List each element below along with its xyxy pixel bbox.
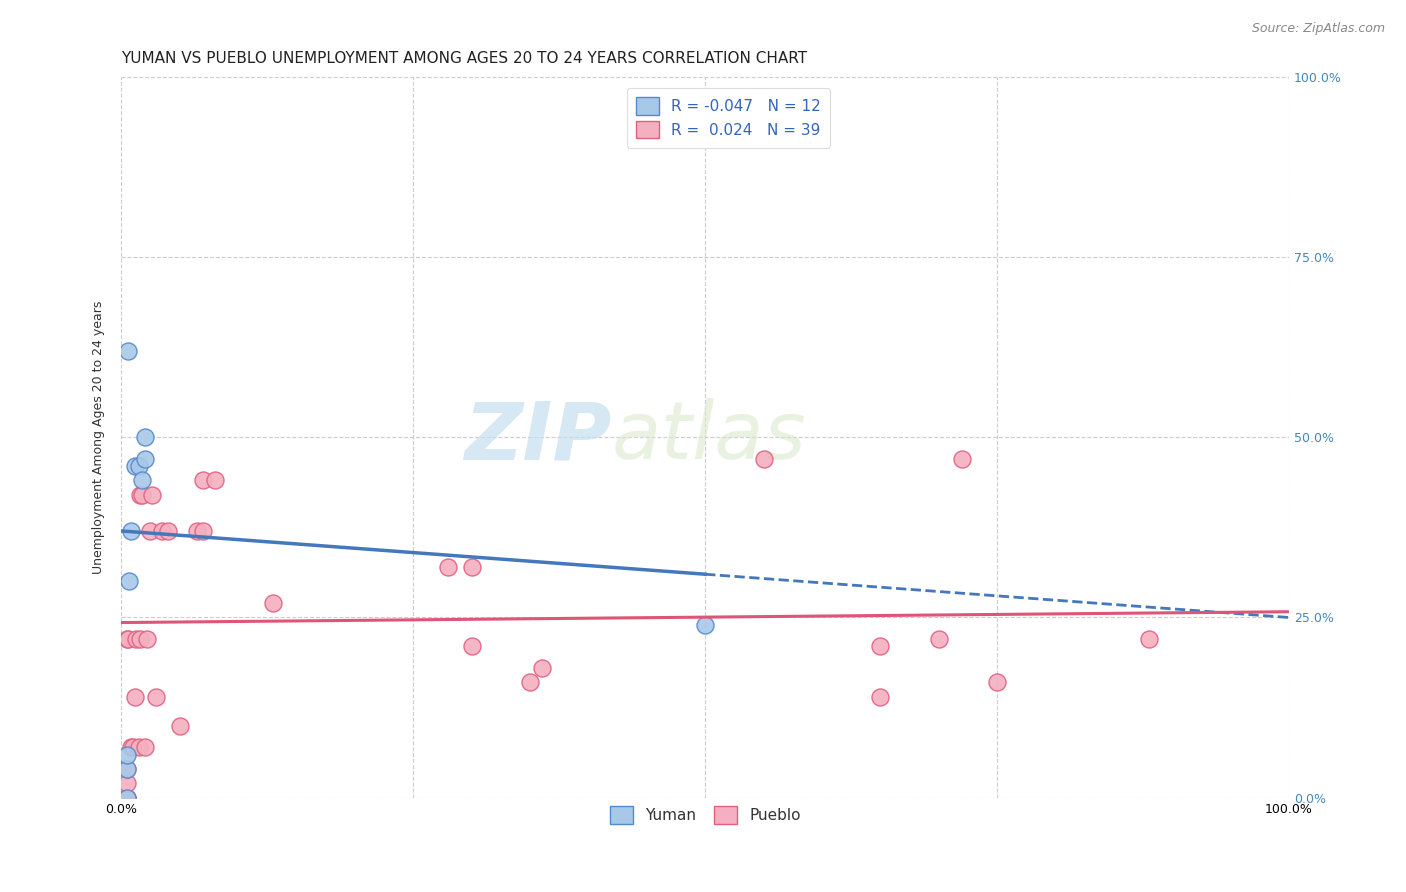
Point (134, 430, 156, 444)
Point (204, 474, 226, 488)
Point (128, 458, 150, 473)
Point (530, 661, 553, 675)
Point (124, 690, 146, 704)
Point (150, 524, 173, 538)
Point (134, 740, 156, 755)
Point (460, 640, 482, 654)
Point (519, 675, 541, 690)
Point (115, 790, 138, 805)
Point (115, 762, 138, 776)
Point (118, 574, 141, 589)
Y-axis label: Unemployment Among Ages 20 to 24 years: Unemployment Among Ages 20 to 24 years (93, 301, 105, 574)
Point (125, 632, 148, 647)
Point (1137, 632, 1160, 647)
Point (139, 524, 162, 538)
Point (156, 524, 179, 538)
Point (115, 762, 138, 776)
Point (129, 488, 152, 502)
Point (131, 474, 153, 488)
Point (145, 690, 167, 704)
Point (169, 719, 191, 733)
Point (136, 632, 159, 647)
Text: YUMAN VS PUEBLO UNEMPLOYMENT AMONG AGES 20 TO 24 YEARS CORRELATION CHART: YUMAN VS PUEBLO UNEMPLOYMENT AMONG AGES … (121, 51, 807, 66)
Point (122, 740, 145, 755)
Point (950, 451, 973, 466)
Point (869, 640, 891, 654)
Point (120, 524, 142, 538)
Point (134, 451, 156, 466)
Point (115, 790, 138, 805)
Text: ZIP: ZIP (464, 398, 612, 476)
Point (262, 596, 284, 610)
Point (191, 524, 214, 538)
Point (124, 458, 146, 473)
Point (115, 776, 138, 790)
Point (191, 474, 214, 488)
Legend: Yuman, Pueblo: Yuman, Pueblo (603, 800, 807, 830)
Point (986, 675, 1008, 690)
Point (117, 632, 139, 647)
Point (869, 690, 891, 704)
Point (120, 740, 142, 755)
Point (437, 560, 460, 574)
Point (186, 524, 208, 538)
Point (752, 451, 775, 466)
Point (128, 740, 150, 755)
Point (115, 747, 138, 762)
Point (460, 560, 482, 574)
Point (129, 632, 152, 647)
Point (115, 632, 138, 647)
Text: atlas: atlas (612, 398, 807, 476)
Text: Source: ZipAtlas.com: Source: ZipAtlas.com (1251, 22, 1385, 36)
Point (141, 488, 163, 502)
Point (695, 617, 717, 632)
Point (928, 632, 950, 647)
Point (131, 488, 153, 502)
Point (117, 343, 139, 358)
Point (115, 790, 138, 805)
